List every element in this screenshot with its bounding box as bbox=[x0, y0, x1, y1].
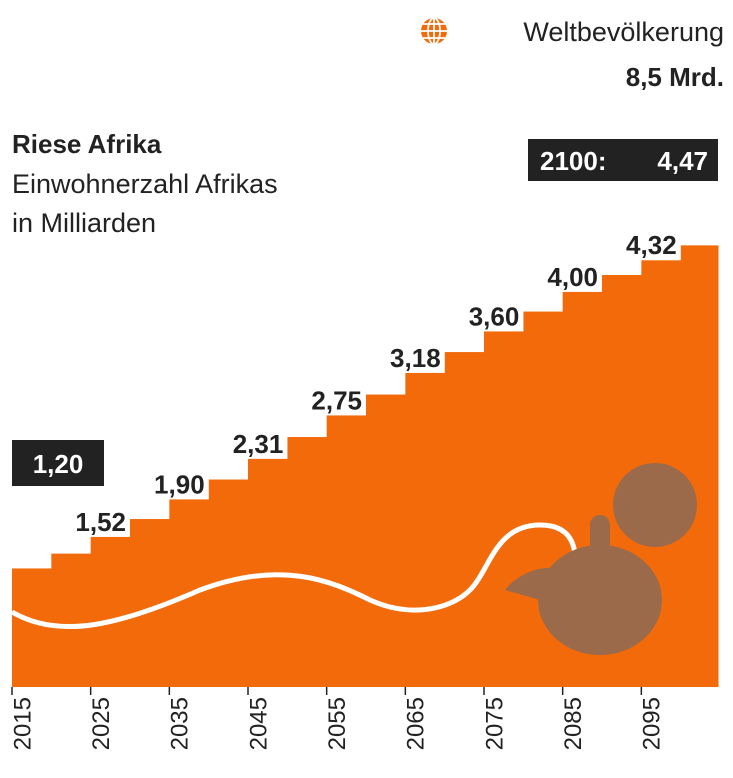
header-label: Weltbevölkerung bbox=[523, 17, 724, 47]
value-label: 2,75 bbox=[311, 385, 362, 415]
label-bg bbox=[288, 379, 366, 416]
step bbox=[405, 372, 446, 687]
value-label: 1,20 bbox=[33, 449, 84, 479]
step bbox=[444, 352, 485, 687]
label-bg bbox=[524, 255, 602, 292]
value-label: 2,31 bbox=[233, 429, 284, 459]
step bbox=[366, 394, 406, 687]
x-tick-label: 2015 bbox=[9, 697, 36, 750]
x-tick-label: 2055 bbox=[324, 697, 351, 750]
header-value: 8,5 Mrd. bbox=[626, 62, 724, 92]
step bbox=[680, 245, 719, 687]
label-box bbox=[12, 440, 104, 486]
x-tick-label: 2095 bbox=[639, 697, 666, 750]
value-label: 1,90 bbox=[154, 469, 205, 499]
step bbox=[90, 536, 131, 687]
x-tick-label: 2045 bbox=[245, 697, 272, 750]
illustration bbox=[10, 463, 697, 655]
x-tick-label: 2075 bbox=[481, 697, 508, 750]
value-label: 4,32 bbox=[626, 230, 677, 260]
label-box bbox=[528, 139, 718, 181]
step bbox=[51, 553, 92, 687]
label-bg bbox=[52, 500, 130, 537]
x-tick-label: 2065 bbox=[403, 697, 430, 750]
label-bg bbox=[366, 336, 445, 373]
value-label: 3,60 bbox=[469, 301, 520, 331]
value-label: 3,18 bbox=[390, 343, 441, 373]
globe-icon bbox=[421, 17, 447, 45]
labels: 1,20 1,52 1,90 2,31 2,75 3,18 3,60 4,00 4,32 2100… bbox=[12, 139, 718, 569]
value-label: 1,52 bbox=[75, 507, 126, 537]
label-bg bbox=[209, 422, 288, 459]
step bbox=[484, 331, 524, 687]
label-bg bbox=[602, 224, 681, 261]
step bbox=[12, 568, 52, 687]
chart-subtitle: in Milliarden bbox=[12, 208, 156, 238]
label-bg bbox=[130, 463, 209, 500]
label-bg bbox=[445, 295, 524, 332]
step bbox=[287, 437, 328, 687]
x-tick-label: 2025 bbox=[88, 697, 115, 750]
chart-subtitle: Einwohnerzahl Afrikas bbox=[12, 169, 278, 199]
value-label: 4,00 bbox=[547, 262, 598, 292]
x-tick-label: 2035 bbox=[167, 697, 194, 750]
x-tick-label: 2085 bbox=[560, 697, 587, 750]
step bbox=[326, 415, 367, 687]
value-label: 4,47 bbox=[657, 146, 708, 176]
chart-title: Riese Afrika bbox=[12, 129, 162, 159]
annotation: 2100: bbox=[540, 146, 607, 176]
